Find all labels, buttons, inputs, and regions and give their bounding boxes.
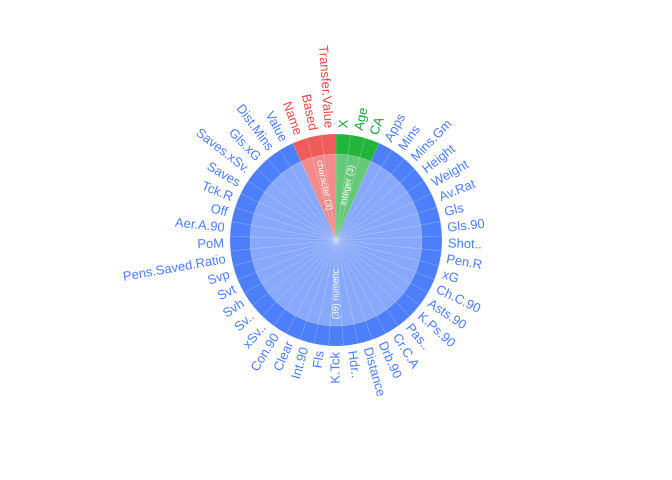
- column-segment-transfer-value: [321, 133, 337, 156]
- inner-slice-xg: [335, 239, 420, 273]
- inner-slice-fls: [317, 239, 337, 327]
- inner-slice-svt: [256, 239, 337, 284]
- inner-slice-av-rat: [335, 202, 419, 241]
- inner-slice-con-90: [285, 239, 337, 317]
- inner-slice-aer-a-90: [249, 224, 337, 241]
- inner-slice-sv: [267, 239, 337, 303]
- inner-slice-svp: [252, 239, 337, 273]
- inner-slice-int-90: [306, 239, 337, 325]
- type-ring: [249, 153, 423, 327]
- inner-slice-pen-r: [335, 239, 422, 262]
- inner-slice-dist-mins: [280, 166, 337, 241]
- column-label-pom: PoM: [197, 235, 224, 251]
- inner-slice-ch-c-90: [335, 239, 416, 284]
- inner-slice-value: [290, 161, 337, 241]
- column-label-svp: Svp: [206, 266, 232, 287]
- inner-slice-drb-90: [335, 239, 377, 322]
- inner-slice-based: [312, 154, 337, 241]
- column-label-gls-90: Gls.90: [446, 216, 485, 235]
- inner-slice-name: [300, 157, 337, 241]
- inner-slice-shot: [335, 236, 423, 250]
- column-label-transfer-value: Transfer.Value: [316, 45, 337, 129]
- inner-slice-distance: [335, 239, 366, 325]
- inner-slice-weight: [335, 191, 414, 241]
- inner-slice-height: [335, 182, 408, 241]
- inner-slice-svh: [261, 239, 337, 294]
- inner-slice-gls-xg: [271, 173, 337, 241]
- inner-slice-cr-c-a: [335, 239, 387, 317]
- column-label-ca: CA: [366, 115, 386, 137]
- inner-slice-mins-gm: [335, 173, 401, 241]
- inner-slice-saves-xsv: [264, 182, 337, 241]
- column-label-age: Age: [351, 106, 370, 132]
- inner-slice-k-ps-90: [335, 239, 405, 303]
- column-label-x: X: [335, 119, 351, 129]
- inner-slice-off: [251, 213, 337, 241]
- column-label-xg: xG: [441, 266, 461, 285]
- inner-slice-age: [335, 154, 360, 241]
- inner-slice-pens-saved-ratio: [250, 239, 337, 262]
- inner-slice-tck-r: [253, 202, 337, 241]
- column-label-aer-a-90: Aer.A.90: [174, 215, 225, 235]
- column-segment-shot: [421, 236, 443, 252]
- column-label-based: Based: [299, 93, 321, 132]
- inner-slice-ca: [335, 157, 372, 241]
- type-label-39-numeric: (39) numeric: [330, 268, 340, 319]
- inner-slice-mins: [335, 166, 392, 241]
- column-label-gls: Gls: [443, 200, 466, 219]
- column-label-k-tck: K.Tck: [327, 352, 342, 384]
- inner-slice-transfer-value: [323, 153, 337, 241]
- inner-slice-gls: [335, 213, 421, 241]
- inner-slice-pas: [335, 239, 397, 310]
- column-label-pen-r: Pen.R: [445, 251, 483, 272]
- column-labels: X AgeCAAppsMinsMins.GmHeightWeightAv.RatG…: [122, 45, 486, 398]
- inner-slice-x: [335, 153, 349, 241]
- inner-slice-hdr: [335, 239, 355, 327]
- inner-slice-apps: [335, 161, 382, 241]
- column-segment-pom: [229, 236, 251, 252]
- column-ring: [229, 133, 443, 347]
- inner-slice-pom: [249, 236, 337, 250]
- column-label-hdr: Hdr..: [345, 350, 364, 379]
- inner-slice-clear: [295, 239, 337, 322]
- inner-slice-xsv: [275, 239, 337, 310]
- column-segment-k-tck: [328, 325, 344, 347]
- inner-slice-k-tck: [329, 239, 343, 327]
- column-label-off: Off: [209, 200, 230, 219]
- column-label-fls: Fls: [310, 349, 327, 369]
- inner-slice-gls-90: [335, 224, 423, 241]
- column-label-shot: Shot..: [448, 235, 482, 251]
- inner-slice-asts-90: [335, 239, 411, 294]
- inner-slice-saves: [258, 191, 337, 241]
